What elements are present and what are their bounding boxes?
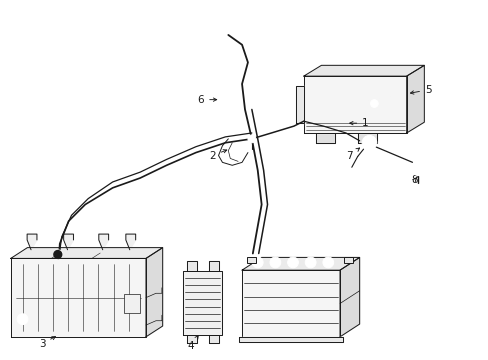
- Text: 6: 6: [197, 95, 216, 105]
- Polygon shape: [183, 271, 222, 335]
- Text: 7: 7: [346, 148, 359, 161]
- Polygon shape: [27, 234, 37, 250]
- Text: 1: 1: [349, 118, 368, 128]
- Polygon shape: [11, 258, 146, 337]
- Polygon shape: [187, 261, 197, 271]
- Polygon shape: [303, 66, 424, 76]
- Polygon shape: [208, 261, 218, 271]
- Polygon shape: [187, 335, 197, 343]
- Circle shape: [54, 251, 61, 258]
- Circle shape: [370, 100, 378, 108]
- Circle shape: [252, 257, 263, 268]
- Circle shape: [410, 161, 425, 176]
- Circle shape: [361, 135, 376, 150]
- Polygon shape: [146, 288, 162, 298]
- Polygon shape: [208, 335, 218, 343]
- Polygon shape: [315, 133, 334, 143]
- Text: 4: 4: [187, 336, 198, 351]
- Circle shape: [269, 257, 280, 268]
- Polygon shape: [146, 248, 163, 337]
- Circle shape: [412, 184, 423, 195]
- Circle shape: [414, 165, 421, 172]
- Polygon shape: [242, 257, 359, 270]
- Polygon shape: [303, 76, 406, 133]
- Text: 5: 5: [409, 85, 431, 95]
- Polygon shape: [146, 315, 162, 325]
- Polygon shape: [339, 257, 359, 337]
- Circle shape: [366, 139, 372, 146]
- Polygon shape: [11, 248, 163, 258]
- Polygon shape: [239, 337, 342, 342]
- Bar: [246, 257, 255, 263]
- Circle shape: [17, 314, 28, 325]
- Polygon shape: [99, 234, 108, 250]
- Polygon shape: [406, 66, 424, 133]
- Bar: [124, 294, 140, 313]
- Circle shape: [305, 257, 315, 268]
- Polygon shape: [125, 234, 135, 250]
- Polygon shape: [242, 270, 339, 337]
- Circle shape: [322, 257, 333, 268]
- Polygon shape: [357, 133, 377, 143]
- Circle shape: [247, 135, 255, 143]
- Text: 8: 8: [410, 175, 417, 185]
- Polygon shape: [295, 86, 303, 123]
- Bar: [343, 257, 352, 263]
- Circle shape: [55, 250, 62, 257]
- Circle shape: [287, 257, 298, 268]
- Polygon shape: [63, 234, 73, 250]
- Text: 2: 2: [209, 150, 226, 161]
- Text: 3: 3: [39, 337, 55, 348]
